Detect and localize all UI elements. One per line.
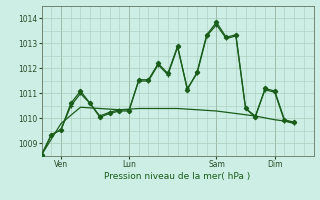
X-axis label: Pression niveau de la mer( hPa ): Pression niveau de la mer( hPa ) — [104, 172, 251, 181]
